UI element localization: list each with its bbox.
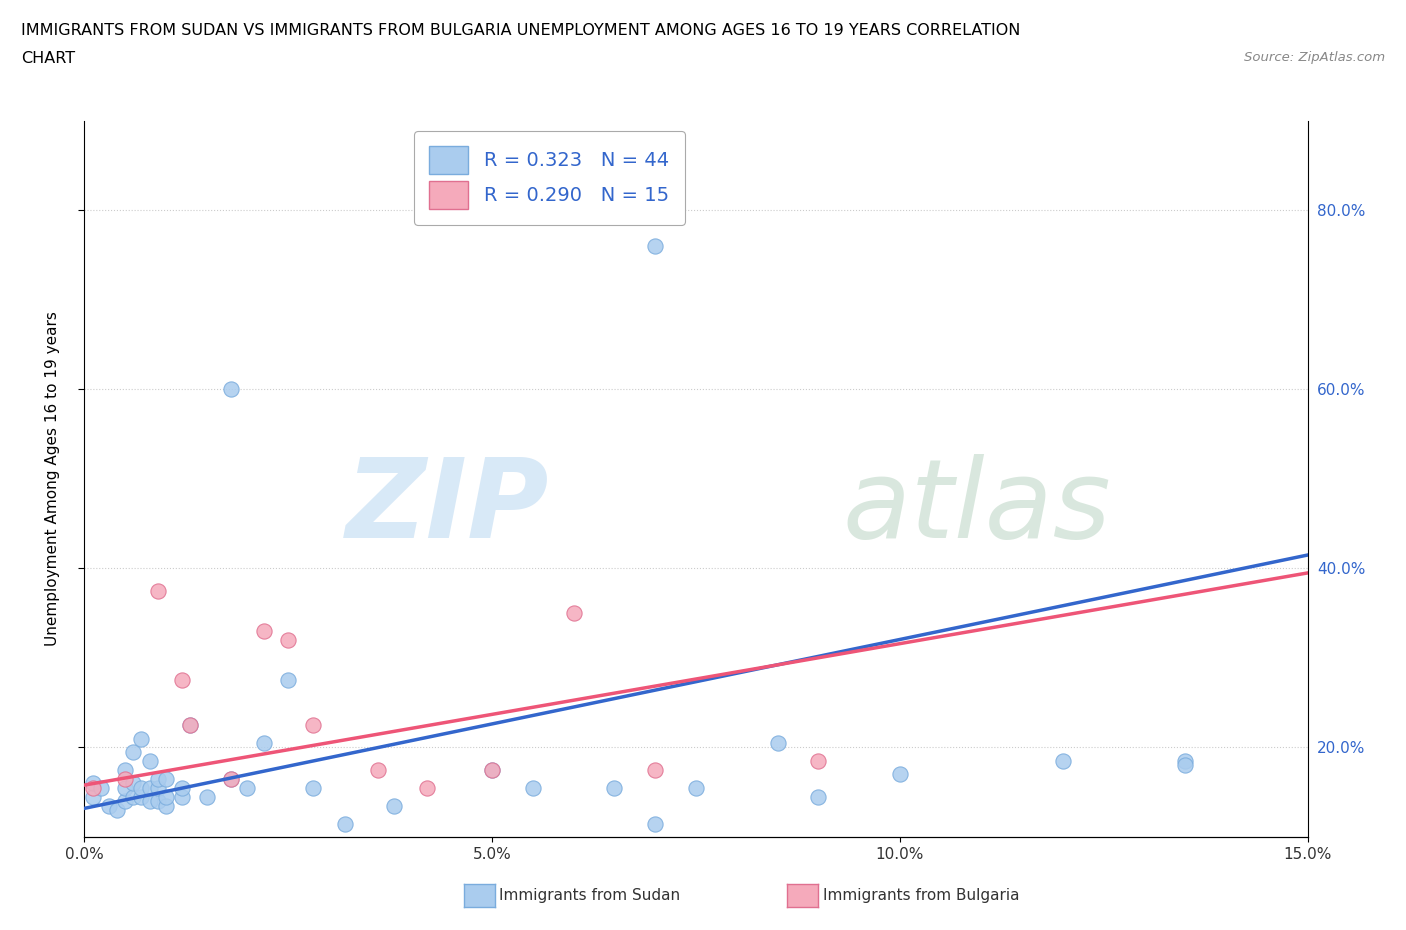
Text: Immigrants from Bulgaria: Immigrants from Bulgaria xyxy=(823,888,1019,903)
Point xyxy=(219,771,242,786)
Point xyxy=(766,736,789,751)
Point xyxy=(122,745,145,760)
Text: Source: ZipAtlas.com: Source: ZipAtlas.com xyxy=(1244,51,1385,64)
Point xyxy=(146,794,169,809)
Point xyxy=(155,798,177,813)
Point xyxy=(114,794,136,809)
Point xyxy=(644,817,666,831)
Point xyxy=(172,790,194,804)
Text: CHART: CHART xyxy=(21,51,75,66)
Point xyxy=(82,776,104,790)
Point xyxy=(114,771,136,786)
Point xyxy=(146,771,169,786)
Point xyxy=(131,780,153,795)
Y-axis label: Unemployment Among Ages 16 to 19 years: Unemployment Among Ages 16 to 19 years xyxy=(45,312,60,646)
Point xyxy=(807,753,830,768)
Point xyxy=(644,763,666,777)
Point xyxy=(122,790,145,804)
Point xyxy=(82,780,104,795)
Point xyxy=(146,583,169,598)
Point xyxy=(481,763,503,777)
Point xyxy=(172,673,194,688)
Point xyxy=(146,780,169,795)
Point xyxy=(1052,753,1074,768)
Point xyxy=(301,780,323,795)
Point xyxy=(97,798,120,813)
Point xyxy=(172,780,194,795)
Point xyxy=(122,776,145,790)
Point xyxy=(219,771,242,786)
Point xyxy=(138,794,160,809)
Point xyxy=(179,718,201,733)
Point xyxy=(277,632,299,647)
Point xyxy=(179,718,201,733)
Point xyxy=(685,780,707,795)
Legend: R = 0.323   N = 44, R = 0.290   N = 15: R = 0.323 N = 44, R = 0.290 N = 15 xyxy=(413,130,685,224)
Point xyxy=(114,780,136,795)
Point xyxy=(335,817,357,831)
Point xyxy=(105,803,128,817)
Point xyxy=(522,780,544,795)
Point xyxy=(131,790,153,804)
Point xyxy=(236,780,259,795)
Point xyxy=(114,763,136,777)
Point xyxy=(219,382,242,397)
Point xyxy=(603,780,626,795)
Point xyxy=(481,763,503,777)
Text: Immigrants from Sudan: Immigrants from Sudan xyxy=(499,888,681,903)
Text: ZIP: ZIP xyxy=(346,454,550,561)
Point xyxy=(416,780,439,795)
Point xyxy=(277,673,299,688)
Point xyxy=(155,771,177,786)
Point xyxy=(90,780,112,795)
Point xyxy=(644,239,666,254)
Point xyxy=(131,731,153,746)
Point xyxy=(1174,753,1197,768)
Point xyxy=(367,763,389,777)
Point xyxy=(138,780,160,795)
Point xyxy=(301,718,323,733)
Point xyxy=(807,790,830,804)
Point xyxy=(138,753,160,768)
Point xyxy=(82,790,104,804)
Point xyxy=(253,624,276,639)
Point xyxy=(562,605,585,620)
Text: IMMIGRANTS FROM SUDAN VS IMMIGRANTS FROM BULGARIA UNEMPLOYMENT AMONG AGES 16 TO : IMMIGRANTS FROM SUDAN VS IMMIGRANTS FROM… xyxy=(21,23,1021,38)
Point xyxy=(1174,758,1197,773)
Point xyxy=(195,790,218,804)
Text: atlas: atlas xyxy=(842,454,1111,561)
Point xyxy=(155,790,177,804)
Point xyxy=(889,767,911,782)
Point xyxy=(382,798,405,813)
Point xyxy=(253,736,276,751)
